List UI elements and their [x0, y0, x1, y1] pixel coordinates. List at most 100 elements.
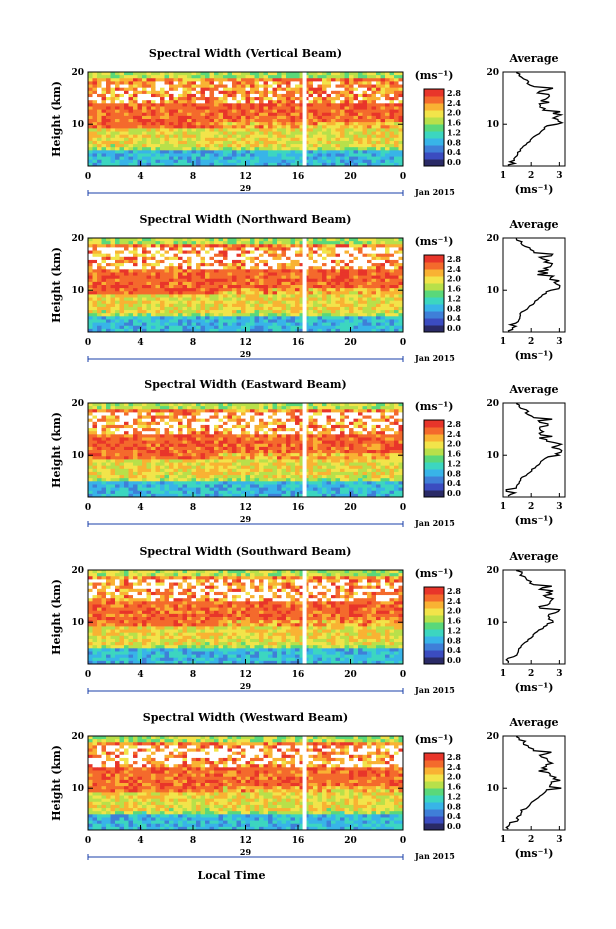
heatmap-cell	[151, 269, 156, 273]
heatmap-cell	[160, 316, 165, 320]
heatmap-cell	[236, 250, 242, 255]
heatmap-cell	[362, 244, 368, 248]
heatmap-cell	[281, 72, 287, 76]
heatmap-cell	[268, 256, 273, 261]
heatmap-cell	[398, 319, 404, 323]
heatmap-cell	[394, 241, 399, 245]
heatmap-cell	[344, 244, 350, 248]
heatmap-cell	[259, 263, 264, 267]
heatmap-cell	[169, 244, 174, 248]
heatmap-cell	[331, 162, 336, 167]
heatmap-cell	[241, 313, 246, 317]
heatmap-cell	[236, 412, 242, 416]
heatmap-cell	[245, 75, 251, 79]
heatmap-cell	[286, 288, 291, 292]
heatmap-cell	[200, 159, 206, 164]
heatmap-cell	[281, 238, 287, 242]
heatmap-cell	[313, 272, 318, 276]
heatmap-cell	[398, 313, 404, 317]
heatmap-cell	[155, 97, 161, 101]
heatmap-cell	[88, 306, 93, 311]
heatmap-cell	[317, 328, 323, 333]
heatmap-cell	[169, 291, 174, 295]
heatmap-cell	[97, 263, 102, 267]
heatmap-cell	[155, 294, 161, 298]
heatmap-cell	[389, 288, 395, 292]
heatmap-cell	[146, 159, 152, 164]
heatmap-cell	[241, 106, 246, 110]
heatmap-cell	[124, 100, 129, 104]
heatmap-cell	[340, 87, 345, 92]
heatmap-cell	[376, 128, 381, 132]
heatmap-cell	[110, 263, 116, 267]
heatmap-cell	[362, 100, 368, 104]
heatmap-cell	[322, 106, 327, 110]
heatmap-cell	[344, 306, 350, 311]
heatmap-cell	[196, 119, 201, 123]
heatmap-cell	[160, 103, 165, 107]
heatmap-cell	[340, 325, 345, 330]
heatmap-cell	[182, 415, 188, 420]
heatmap-cell	[362, 84, 368, 89]
heatmap-cell	[250, 131, 255, 136]
heatmap-cell	[169, 87, 174, 92]
heatmap-cell	[340, 241, 345, 245]
heatmap-cell	[313, 325, 318, 330]
heatmap-cell	[106, 316, 111, 320]
heatmap-cell	[335, 272, 341, 276]
heatmap-cell	[317, 156, 323, 161]
heatmap-cell	[124, 294, 129, 298]
heatmap-cell	[250, 275, 255, 280]
heatmap-cell	[101, 256, 107, 261]
heatmap-cell	[169, 112, 174, 117]
heatmap-cell	[173, 109, 179, 114]
heatmap-cell	[290, 244, 296, 248]
heatmap-cell	[353, 93, 359, 98]
heatmap-cell	[254, 319, 260, 323]
heatmap-cell	[286, 97, 291, 101]
heatmap-cell	[124, 115, 129, 120]
heatmap-cell	[272, 137, 278, 142]
heatmap-cell	[317, 87, 323, 92]
heatmap-cell	[218, 131, 224, 136]
heatmap-cell	[128, 412, 134, 416]
heatmap-cell	[146, 291, 152, 295]
heatmap-cell	[160, 300, 165, 305]
heatmap-cell	[115, 310, 120, 314]
heatmap-cell	[196, 241, 201, 245]
heatmap-cell	[349, 259, 354, 264]
heatmap-cell	[205, 119, 210, 123]
heatmap-cell	[178, 78, 183, 82]
heatmap-cell	[380, 153, 386, 157]
heatmap-cell	[124, 316, 129, 320]
heatmap-cell	[371, 319, 377, 323]
heatmap-cell	[299, 322, 305, 327]
heatmap-cell	[227, 81, 233, 85]
heatmap-cell	[385, 263, 390, 267]
heatmap-cell	[137, 263, 143, 267]
heatmap-cell	[299, 297, 305, 302]
heatmap-cell	[187, 281, 192, 286]
heatmap-cell	[250, 106, 255, 110]
heatmap-cell	[137, 297, 143, 302]
heatmap-cell	[205, 156, 210, 161]
heatmap-cell	[160, 134, 165, 139]
heatmap-cell	[250, 418, 255, 423]
heatmap-cell	[272, 106, 278, 110]
heatmap-cell	[218, 93, 224, 98]
heatmap-cell	[259, 241, 264, 245]
heatmap-cell	[272, 87, 278, 92]
heatmap-cell	[137, 125, 143, 129]
heatmap-cell	[322, 424, 327, 429]
heatmap-cell	[106, 291, 111, 295]
heatmap-cell	[92, 421, 98, 426]
heatmap-cell	[326, 153, 332, 157]
heatmap-cell	[205, 424, 210, 429]
heatmap-cell	[146, 266, 152, 270]
heatmap-cell	[106, 275, 111, 280]
heatmap-cell	[263, 162, 269, 167]
heatmap-cell	[353, 291, 359, 295]
heatmap-cell	[187, 263, 192, 267]
heatmap-cell	[308, 428, 314, 432]
heatmap-cell	[380, 281, 386, 286]
